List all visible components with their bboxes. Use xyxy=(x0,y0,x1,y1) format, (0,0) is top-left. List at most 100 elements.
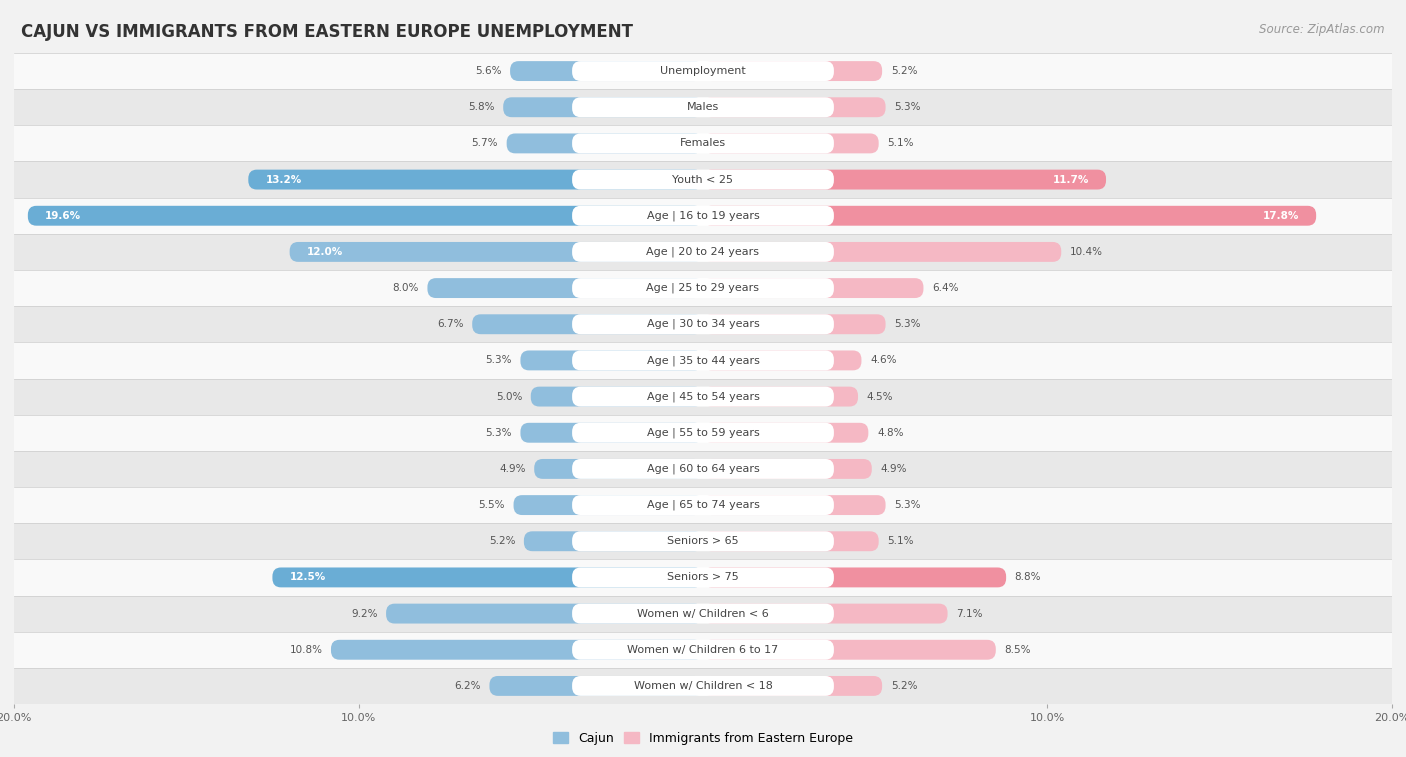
Text: Age | 55 to 59 years: Age | 55 to 59 years xyxy=(647,428,759,438)
Text: 8.5%: 8.5% xyxy=(1004,645,1031,655)
Text: 5.3%: 5.3% xyxy=(485,428,512,438)
Text: 5.3%: 5.3% xyxy=(894,102,921,112)
FancyBboxPatch shape xyxy=(520,423,703,443)
Text: 9.2%: 9.2% xyxy=(352,609,377,618)
FancyBboxPatch shape xyxy=(534,459,703,479)
FancyBboxPatch shape xyxy=(14,89,1392,126)
FancyBboxPatch shape xyxy=(273,568,703,587)
FancyBboxPatch shape xyxy=(28,206,703,226)
FancyBboxPatch shape xyxy=(572,242,834,262)
FancyBboxPatch shape xyxy=(14,596,1392,631)
FancyBboxPatch shape xyxy=(572,133,834,154)
Text: 4.9%: 4.9% xyxy=(880,464,907,474)
FancyBboxPatch shape xyxy=(290,242,703,262)
Text: 10.4%: 10.4% xyxy=(1070,247,1102,257)
FancyBboxPatch shape xyxy=(572,61,834,81)
Text: Seniors > 75: Seniors > 75 xyxy=(666,572,740,582)
FancyBboxPatch shape xyxy=(572,278,834,298)
Text: 5.5%: 5.5% xyxy=(478,500,505,510)
Text: 5.3%: 5.3% xyxy=(894,500,921,510)
Text: 19.6%: 19.6% xyxy=(45,210,82,221)
Text: Seniors > 65: Seniors > 65 xyxy=(668,536,738,547)
FancyBboxPatch shape xyxy=(703,350,862,370)
FancyBboxPatch shape xyxy=(572,640,834,659)
Text: Women w/ Children < 6: Women w/ Children < 6 xyxy=(637,609,769,618)
FancyBboxPatch shape xyxy=(703,423,869,443)
FancyBboxPatch shape xyxy=(510,61,703,81)
Text: 4.8%: 4.8% xyxy=(877,428,904,438)
Text: Youth < 25: Youth < 25 xyxy=(672,175,734,185)
FancyBboxPatch shape xyxy=(14,126,1392,161)
FancyBboxPatch shape xyxy=(703,314,886,334)
FancyBboxPatch shape xyxy=(703,531,879,551)
Text: 5.2%: 5.2% xyxy=(489,536,515,547)
Text: 8.0%: 8.0% xyxy=(392,283,419,293)
FancyBboxPatch shape xyxy=(14,451,1392,487)
Text: Age | 30 to 34 years: Age | 30 to 34 years xyxy=(647,319,759,329)
Text: 12.0%: 12.0% xyxy=(307,247,343,257)
FancyBboxPatch shape xyxy=(14,342,1392,378)
FancyBboxPatch shape xyxy=(703,206,1316,226)
FancyBboxPatch shape xyxy=(572,423,834,443)
FancyBboxPatch shape xyxy=(14,378,1392,415)
FancyBboxPatch shape xyxy=(14,559,1392,596)
Text: 17.8%: 17.8% xyxy=(1263,210,1299,221)
FancyBboxPatch shape xyxy=(524,531,703,551)
FancyBboxPatch shape xyxy=(572,459,834,479)
Text: Age | 35 to 44 years: Age | 35 to 44 years xyxy=(647,355,759,366)
FancyBboxPatch shape xyxy=(14,523,1392,559)
Text: 5.0%: 5.0% xyxy=(496,391,522,401)
FancyBboxPatch shape xyxy=(703,495,886,515)
FancyBboxPatch shape xyxy=(703,242,1062,262)
FancyBboxPatch shape xyxy=(703,603,948,624)
Text: Unemployment: Unemployment xyxy=(661,66,745,76)
Text: 6.7%: 6.7% xyxy=(437,319,464,329)
Text: 8.8%: 8.8% xyxy=(1015,572,1042,582)
Text: 5.2%: 5.2% xyxy=(891,66,917,76)
Text: Women w/ Children 6 to 17: Women w/ Children 6 to 17 xyxy=(627,645,779,655)
FancyBboxPatch shape xyxy=(531,387,703,407)
Text: CAJUN VS IMMIGRANTS FROM EASTERN EUROPE UNEMPLOYMENT: CAJUN VS IMMIGRANTS FROM EASTERN EUROPE … xyxy=(21,23,633,41)
Text: 6.2%: 6.2% xyxy=(454,681,481,691)
Text: 7.1%: 7.1% xyxy=(956,609,983,618)
Text: Age | 65 to 74 years: Age | 65 to 74 years xyxy=(647,500,759,510)
FancyBboxPatch shape xyxy=(14,234,1392,270)
FancyBboxPatch shape xyxy=(703,387,858,407)
Text: 5.2%: 5.2% xyxy=(891,681,917,691)
Text: 4.5%: 4.5% xyxy=(866,391,893,401)
FancyBboxPatch shape xyxy=(472,314,703,334)
FancyBboxPatch shape xyxy=(387,603,703,624)
Text: Age | 20 to 24 years: Age | 20 to 24 years xyxy=(647,247,759,257)
Text: Males: Males xyxy=(688,102,718,112)
Text: 5.6%: 5.6% xyxy=(475,66,502,76)
FancyBboxPatch shape xyxy=(14,161,1392,198)
Legend: Cajun, Immigrants from Eastern Europe: Cajun, Immigrants from Eastern Europe xyxy=(548,727,858,750)
FancyBboxPatch shape xyxy=(572,531,834,551)
FancyBboxPatch shape xyxy=(572,206,834,226)
FancyBboxPatch shape xyxy=(427,278,703,298)
Text: 4.6%: 4.6% xyxy=(870,356,897,366)
Text: 6.4%: 6.4% xyxy=(932,283,959,293)
Text: Age | 16 to 19 years: Age | 16 to 19 years xyxy=(647,210,759,221)
FancyBboxPatch shape xyxy=(572,676,834,696)
Text: Females: Females xyxy=(681,139,725,148)
FancyBboxPatch shape xyxy=(14,306,1392,342)
Text: 13.2%: 13.2% xyxy=(266,175,302,185)
FancyBboxPatch shape xyxy=(249,170,703,189)
Text: 5.7%: 5.7% xyxy=(471,139,498,148)
FancyBboxPatch shape xyxy=(14,487,1392,523)
FancyBboxPatch shape xyxy=(14,53,1392,89)
FancyBboxPatch shape xyxy=(703,133,879,154)
FancyBboxPatch shape xyxy=(703,170,1107,189)
Text: 5.1%: 5.1% xyxy=(887,139,914,148)
FancyBboxPatch shape xyxy=(703,61,882,81)
FancyBboxPatch shape xyxy=(513,495,703,515)
Text: 5.3%: 5.3% xyxy=(485,356,512,366)
Text: 4.9%: 4.9% xyxy=(499,464,526,474)
FancyBboxPatch shape xyxy=(572,170,834,189)
FancyBboxPatch shape xyxy=(14,270,1392,306)
FancyBboxPatch shape xyxy=(572,387,834,407)
FancyBboxPatch shape xyxy=(572,350,834,370)
FancyBboxPatch shape xyxy=(14,668,1392,704)
FancyBboxPatch shape xyxy=(703,676,882,696)
